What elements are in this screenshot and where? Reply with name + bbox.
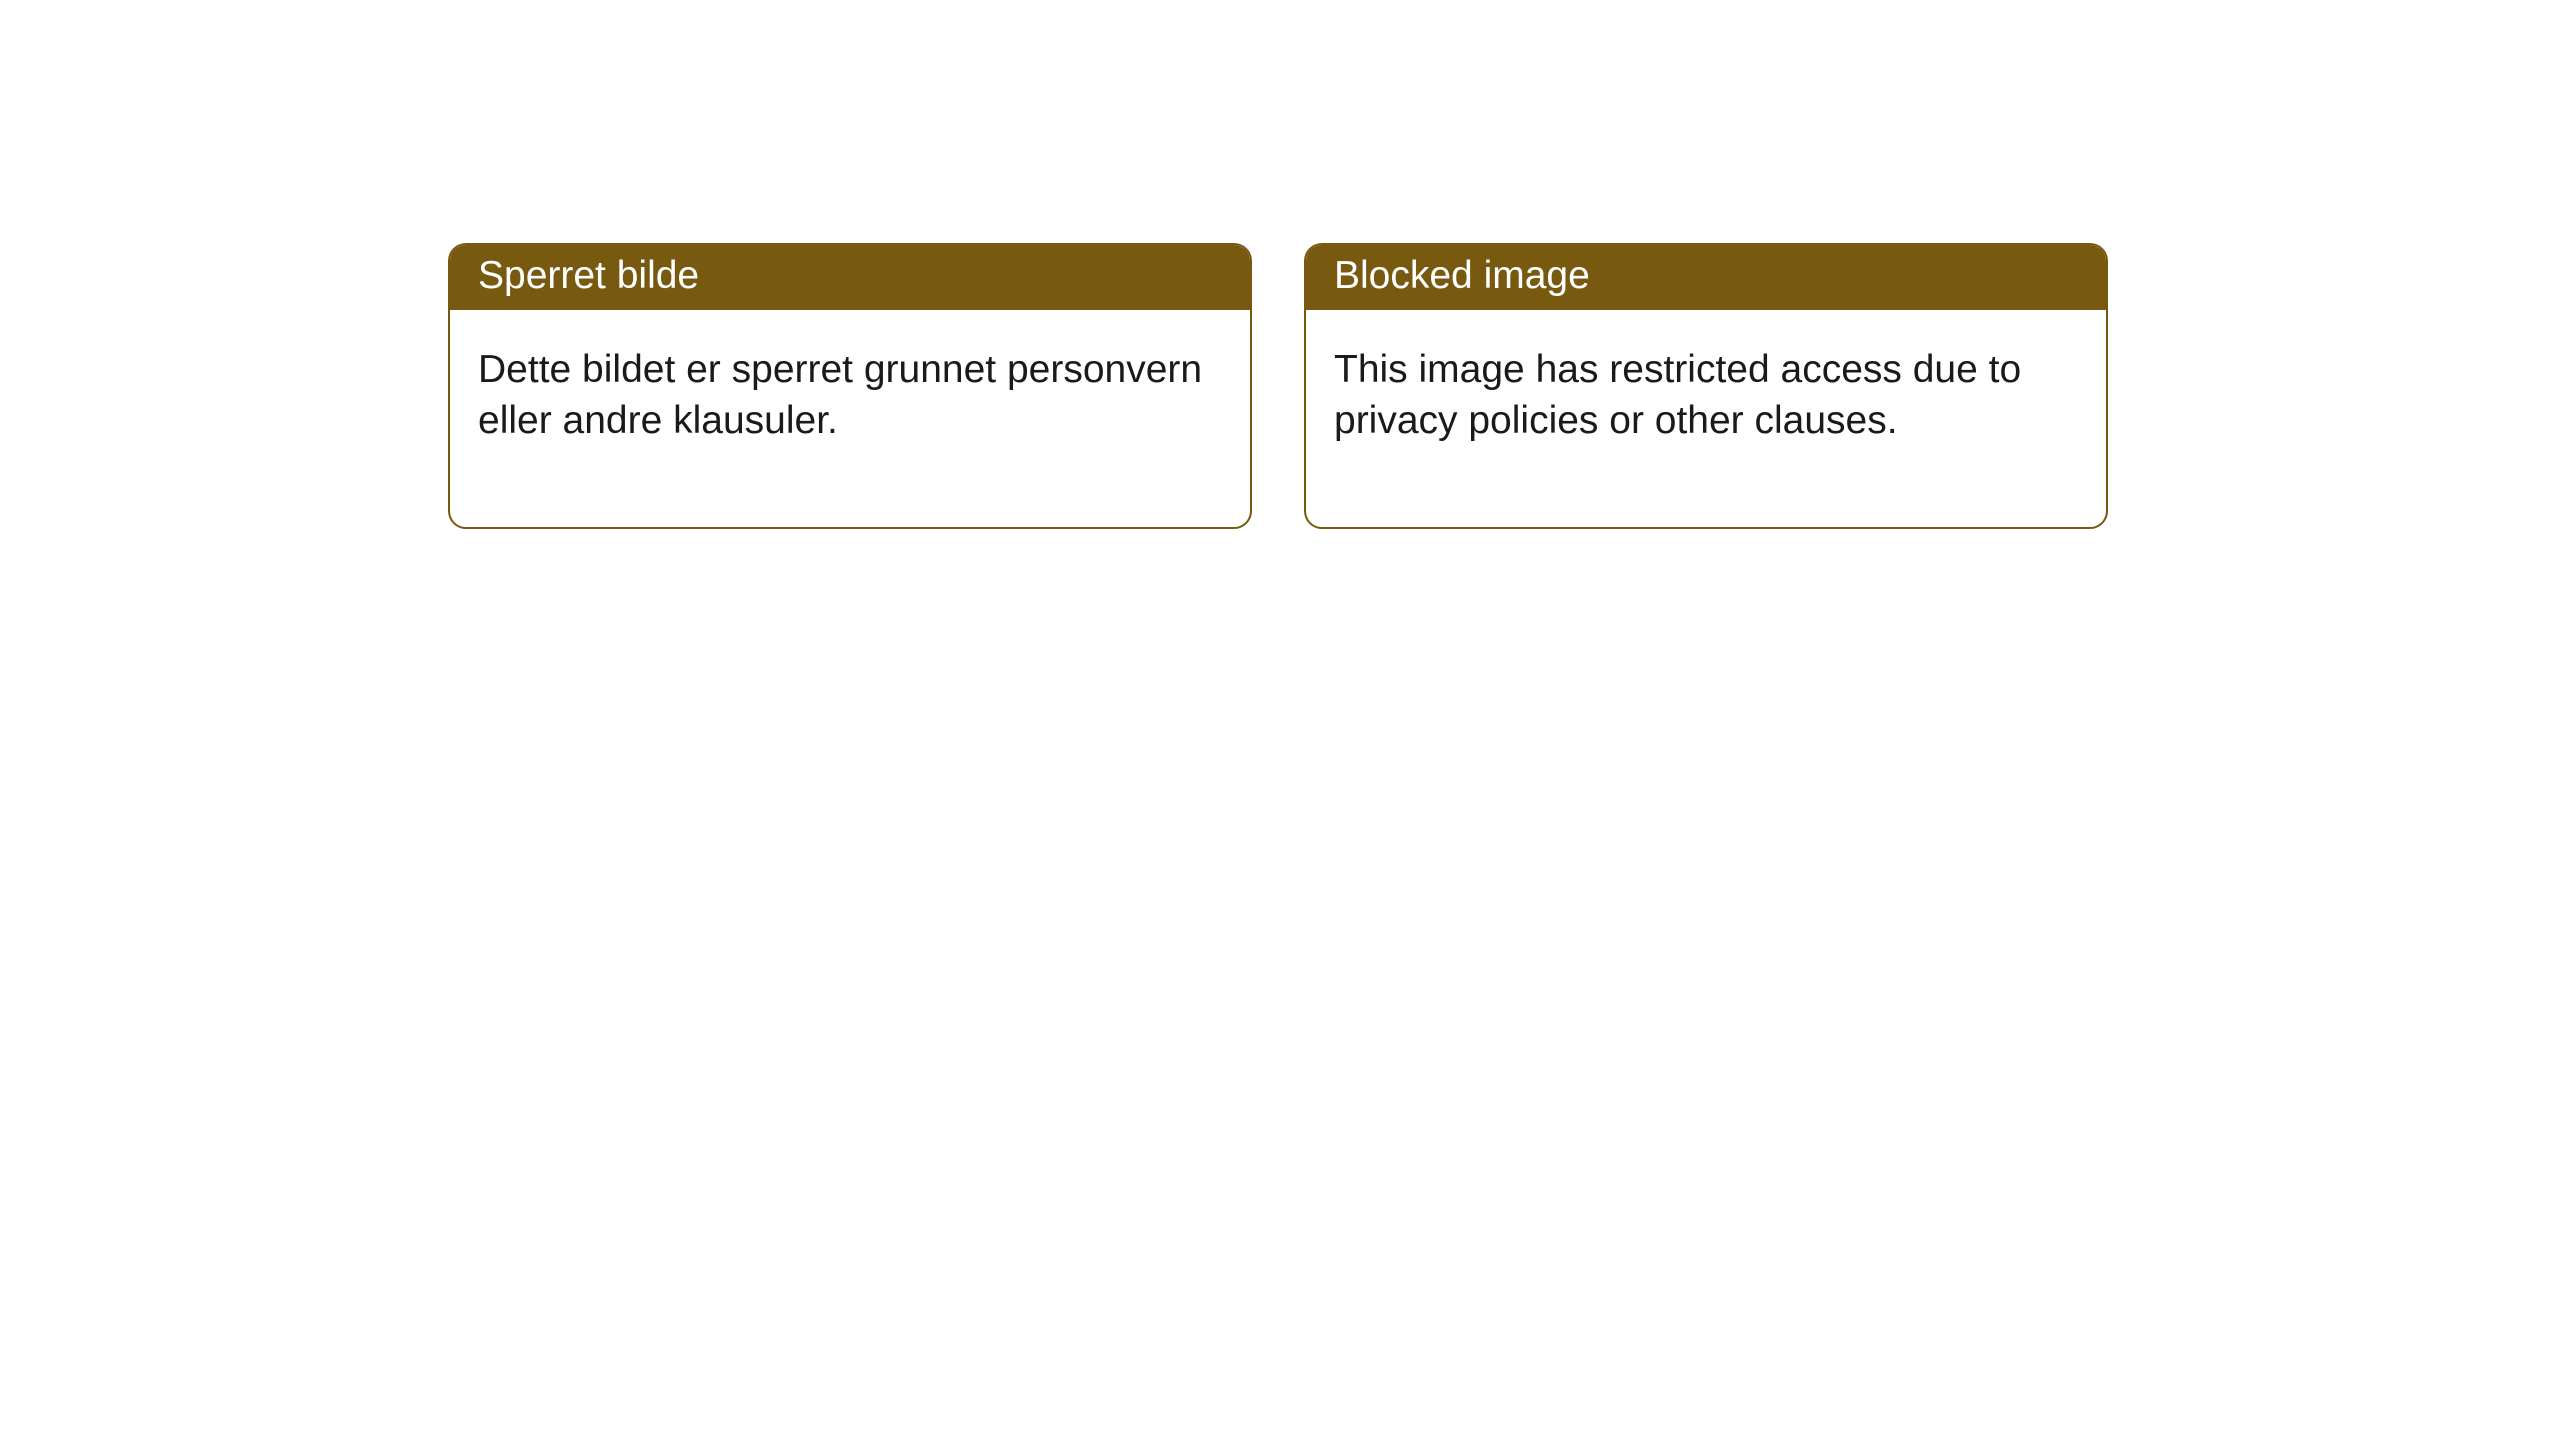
notice-header: Blocked image [1306,245,2106,310]
notice-container: Sperret bilde Dette bildet er sperret gr… [0,0,2560,529]
notice-header: Sperret bilde [450,245,1250,310]
notice-card-english: Blocked image This image has restricted … [1304,243,2108,529]
notice-body: This image has restricted access due to … [1306,310,2106,527]
notice-body: Dette bildet er sperret grunnet personve… [450,310,1250,527]
notice-card-norwegian: Sperret bilde Dette bildet er sperret gr… [448,243,1252,529]
